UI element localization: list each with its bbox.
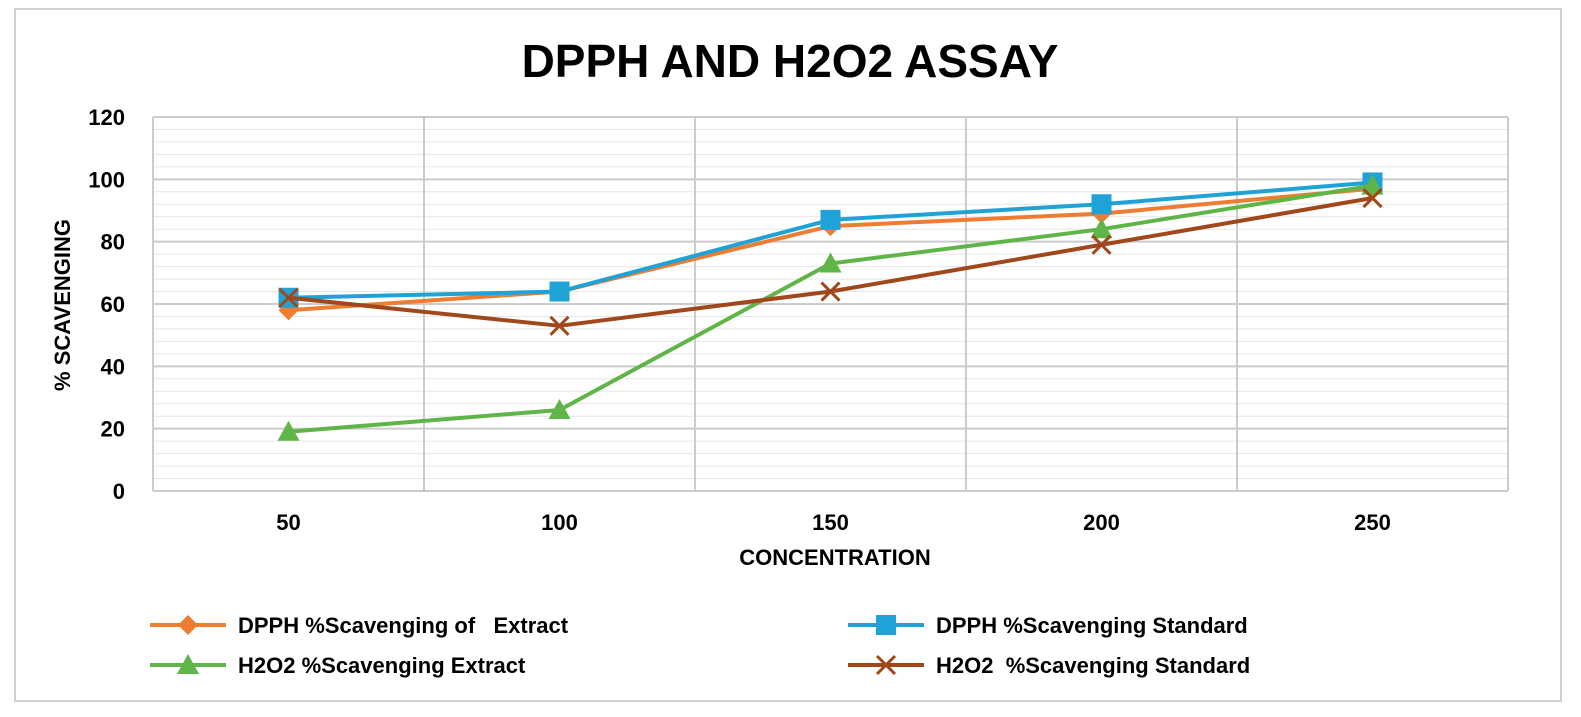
chart-frame: [14, 8, 1562, 702]
series-line: [288, 180, 1373, 300]
data-point: [549, 281, 570, 302]
y-tick-label: 20: [101, 417, 125, 442]
x-tick-label: 150: [812, 510, 849, 535]
legend-label: DPPH %Scavenging of Extract: [238, 613, 569, 638]
data-point: [820, 281, 841, 302]
data-point: [1090, 218, 1113, 239]
data-point: [820, 209, 841, 230]
legend-item: DPPH %Scavenging of Extract: [150, 613, 569, 638]
legend-marker: [876, 615, 896, 635]
data-point: [819, 252, 842, 273]
data-point: [549, 315, 570, 336]
legend-item: DPPH %Scavenging Standard: [848, 613, 1248, 638]
x-tick-label: 50: [276, 510, 300, 535]
series-2: [278, 172, 1383, 308]
legend: DPPH %Scavenging of Extract DPPH %Scaveng…: [150, 613, 1250, 678]
x-axis-title: CONCENTRATION: [739, 545, 930, 570]
data-point: [1361, 174, 1384, 195]
legend-label: H2O2 %Scavenging Standard: [936, 653, 1250, 678]
series-layer: [277, 172, 1384, 441]
y-tick-label: 120: [88, 105, 125, 130]
data-point: [1362, 187, 1383, 209]
legend-marker: [177, 654, 199, 674]
x-tick-label: 100: [541, 510, 578, 535]
legend-marker: [875, 654, 897, 676]
x-axis-ticks: 50 100 150 200 250: [276, 510, 1391, 535]
y-tick-label: 100: [88, 167, 125, 192]
series-4: [278, 187, 1383, 336]
series-3: [277, 174, 1384, 441]
y-tick-label: 40: [101, 354, 125, 379]
chart-title: DPPH AND H2O2 ASSAY: [522, 35, 1059, 87]
data-point: [277, 420, 300, 441]
grid-layer: [152, 116, 1509, 492]
y-tick-label: 60: [101, 292, 125, 317]
y-axis-title: % SCAVENGING: [50, 219, 75, 391]
y-tick-label: 0: [113, 479, 125, 504]
x-tick-label: 250: [1354, 510, 1391, 535]
data-point: [1091, 194, 1112, 215]
legend-item: H2O2 %Scavenging Extract: [150, 653, 526, 678]
data-point: [278, 287, 299, 308]
data-point: [548, 398, 571, 419]
legend-marker: [178, 615, 198, 635]
y-tick-label: 80: [101, 230, 125, 255]
legend-label: DPPH %Scavenging Standard: [936, 613, 1248, 638]
legend-label: H2O2 %Scavenging Extract: [238, 653, 526, 678]
data-point: [1091, 234, 1112, 255]
x-tick-label: 200: [1083, 510, 1120, 535]
legend-item: H2O2 %Scavenging Standard: [848, 653, 1250, 678]
y-axis-ticks: 0 20 40 60 80 100 120: [88, 105, 125, 504]
series-1: [278, 178, 1383, 321]
